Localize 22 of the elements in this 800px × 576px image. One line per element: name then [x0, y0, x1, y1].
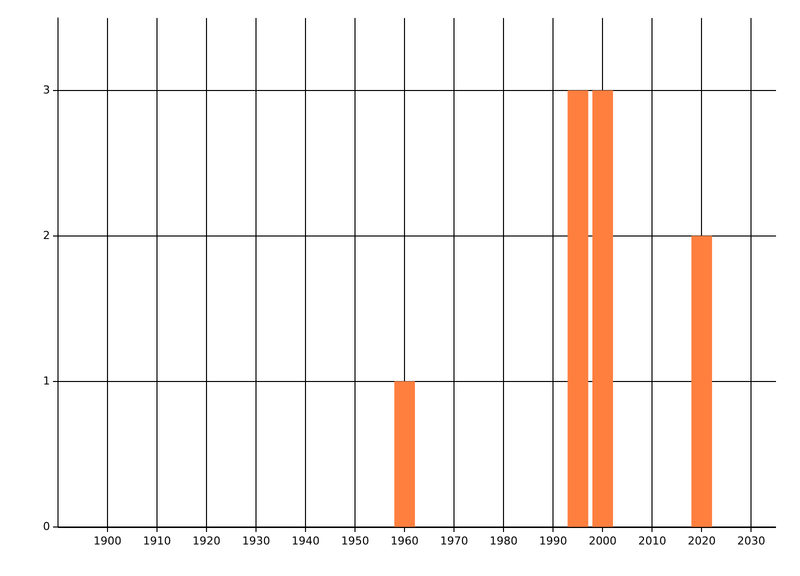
y-tick-label: 1: [43, 374, 50, 388]
x-tick-label: 2010: [638, 534, 666, 548]
x-tick-label: 1910: [143, 534, 172, 548]
y-tick-label: 2: [43, 229, 50, 242]
x-tick-label: 1920: [192, 534, 221, 548]
x-tick-label: 2030: [737, 534, 766, 548]
x-tick-label: 1980: [490, 534, 518, 548]
bar: [592, 90, 614, 527]
bar: [394, 381, 415, 527]
y-tick-label: 3: [43, 84, 50, 97]
bar: [691, 236, 712, 527]
x-tick-label: 1970: [440, 534, 468, 548]
x-tick-label: 1900: [94, 534, 122, 548]
x-tick-label: 1950: [341, 534, 370, 548]
x-tick-label: 2000: [588, 534, 617, 548]
x-tick-label: 1940: [292, 534, 320, 548]
bar: [568, 90, 588, 527]
x-tick-label: 1960: [390, 534, 419, 548]
x-tick-label: 2020: [688, 534, 716, 548]
y-tick-label: 0: [43, 520, 50, 533]
x-tick-label: 1990: [539, 534, 568, 548]
x-tick-label: 1930: [242, 534, 270, 548]
